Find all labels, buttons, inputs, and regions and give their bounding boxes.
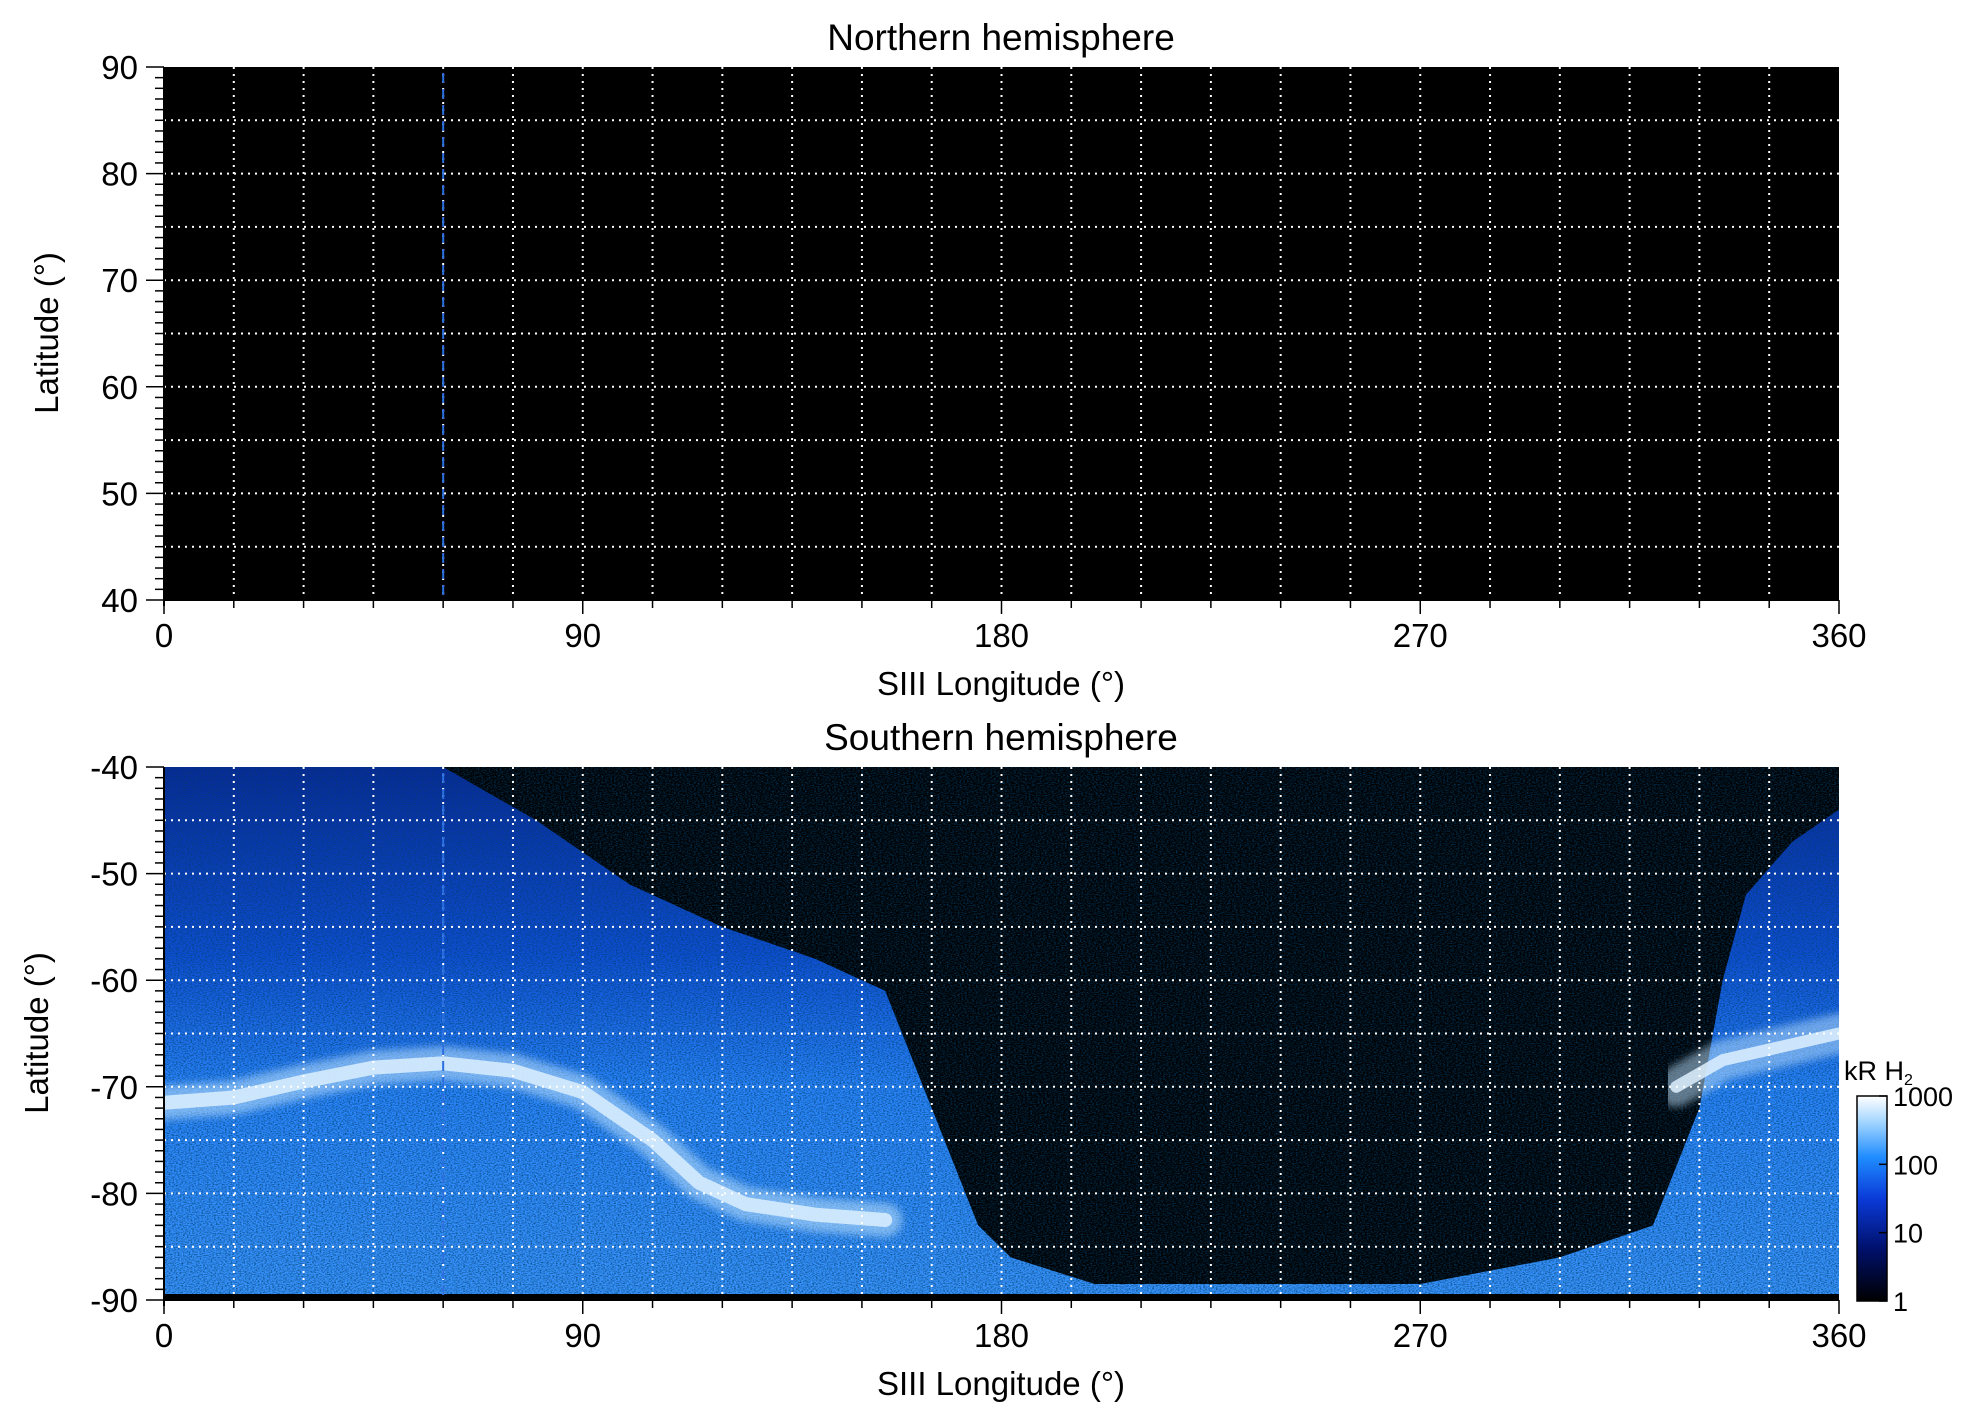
colorbar-label: kR H2: [1844, 1056, 1913, 1089]
north-xlabel: SIII Longitude (°): [877, 665, 1125, 702]
y-tick-label: 90: [101, 49, 138, 86]
colorbar: kR H2 1 10 100 1000: [1844, 1056, 1953, 1317]
x-tick-label: 360: [1811, 617, 1866, 654]
x-tick-label: 180: [974, 1317, 1029, 1354]
colorbar-tick-label: 100: [1893, 1150, 1938, 1180]
x-tick-label: 0: [155, 1317, 173, 1354]
main-auroral-oval-right-glow: [1656, 1013, 1839, 1107]
pole-dark-strip: [164, 1294, 1839, 1300]
colorbar-ticks: 1 10 100 1000: [1879, 1082, 1953, 1317]
south-axes: -40 -50 -60 -70 -80 -90 0 90 180 270 360: [90, 749, 1866, 1354]
y-tick-label: 50: [101, 475, 138, 512]
y-tick-label: -70: [90, 1069, 138, 1106]
colorbar-gradient: [1856, 1095, 1888, 1302]
y-tick-label: -50: [90, 856, 138, 893]
north-title: Northern hemisphere: [827, 17, 1175, 58]
north-axes: 90 80 70 60 50 40 0 90 180 270 360: [101, 49, 1866, 654]
x-tick-label: 0: [155, 617, 173, 654]
south-ylabel: Latitude (°): [18, 952, 55, 1114]
north-ylabel: Latitude (°): [28, 252, 65, 414]
main-auroral-oval-glow: [164, 1046, 903, 1237]
x-tick-label: 90: [564, 1317, 601, 1354]
y-tick-label: 60: [101, 369, 138, 406]
x-tick-label: 180: [974, 617, 1029, 654]
y-tick-label: -80: [90, 1175, 138, 1212]
y-tick-label: -90: [90, 1282, 138, 1319]
south-panel: Southern hemisphere -40 -50 -60 -70 -80 -90 0 9…: [18, 717, 1867, 1402]
colorbar-tick-label: 10: [1893, 1219, 1923, 1249]
x-tick-label: 360: [1811, 1317, 1866, 1354]
colorbar-tick-label: 1: [1893, 1287, 1908, 1317]
south-xlabel: SIII Longitude (°): [877, 1365, 1125, 1402]
x-tick-label: 270: [1393, 617, 1448, 654]
y-tick-label: 70: [101, 262, 138, 299]
colorbar-tick-label: 1000: [1893, 1082, 1953, 1112]
y-tick-label: -60: [90, 962, 138, 999]
north-panel: Northern hemisphere 90 80 70 60 50 40 0 90 180 27…: [28, 17, 1867, 702]
x-tick-label: 90: [564, 617, 601, 654]
south-title: Southern hemisphere: [824, 717, 1178, 758]
y-tick-label: 80: [101, 156, 138, 193]
y-tick-label: 40: [101, 582, 138, 619]
y-tick-label: -40: [90, 749, 138, 786]
south-grid: [164, 767, 1839, 1300]
x-tick-label: 270: [1393, 1317, 1448, 1354]
